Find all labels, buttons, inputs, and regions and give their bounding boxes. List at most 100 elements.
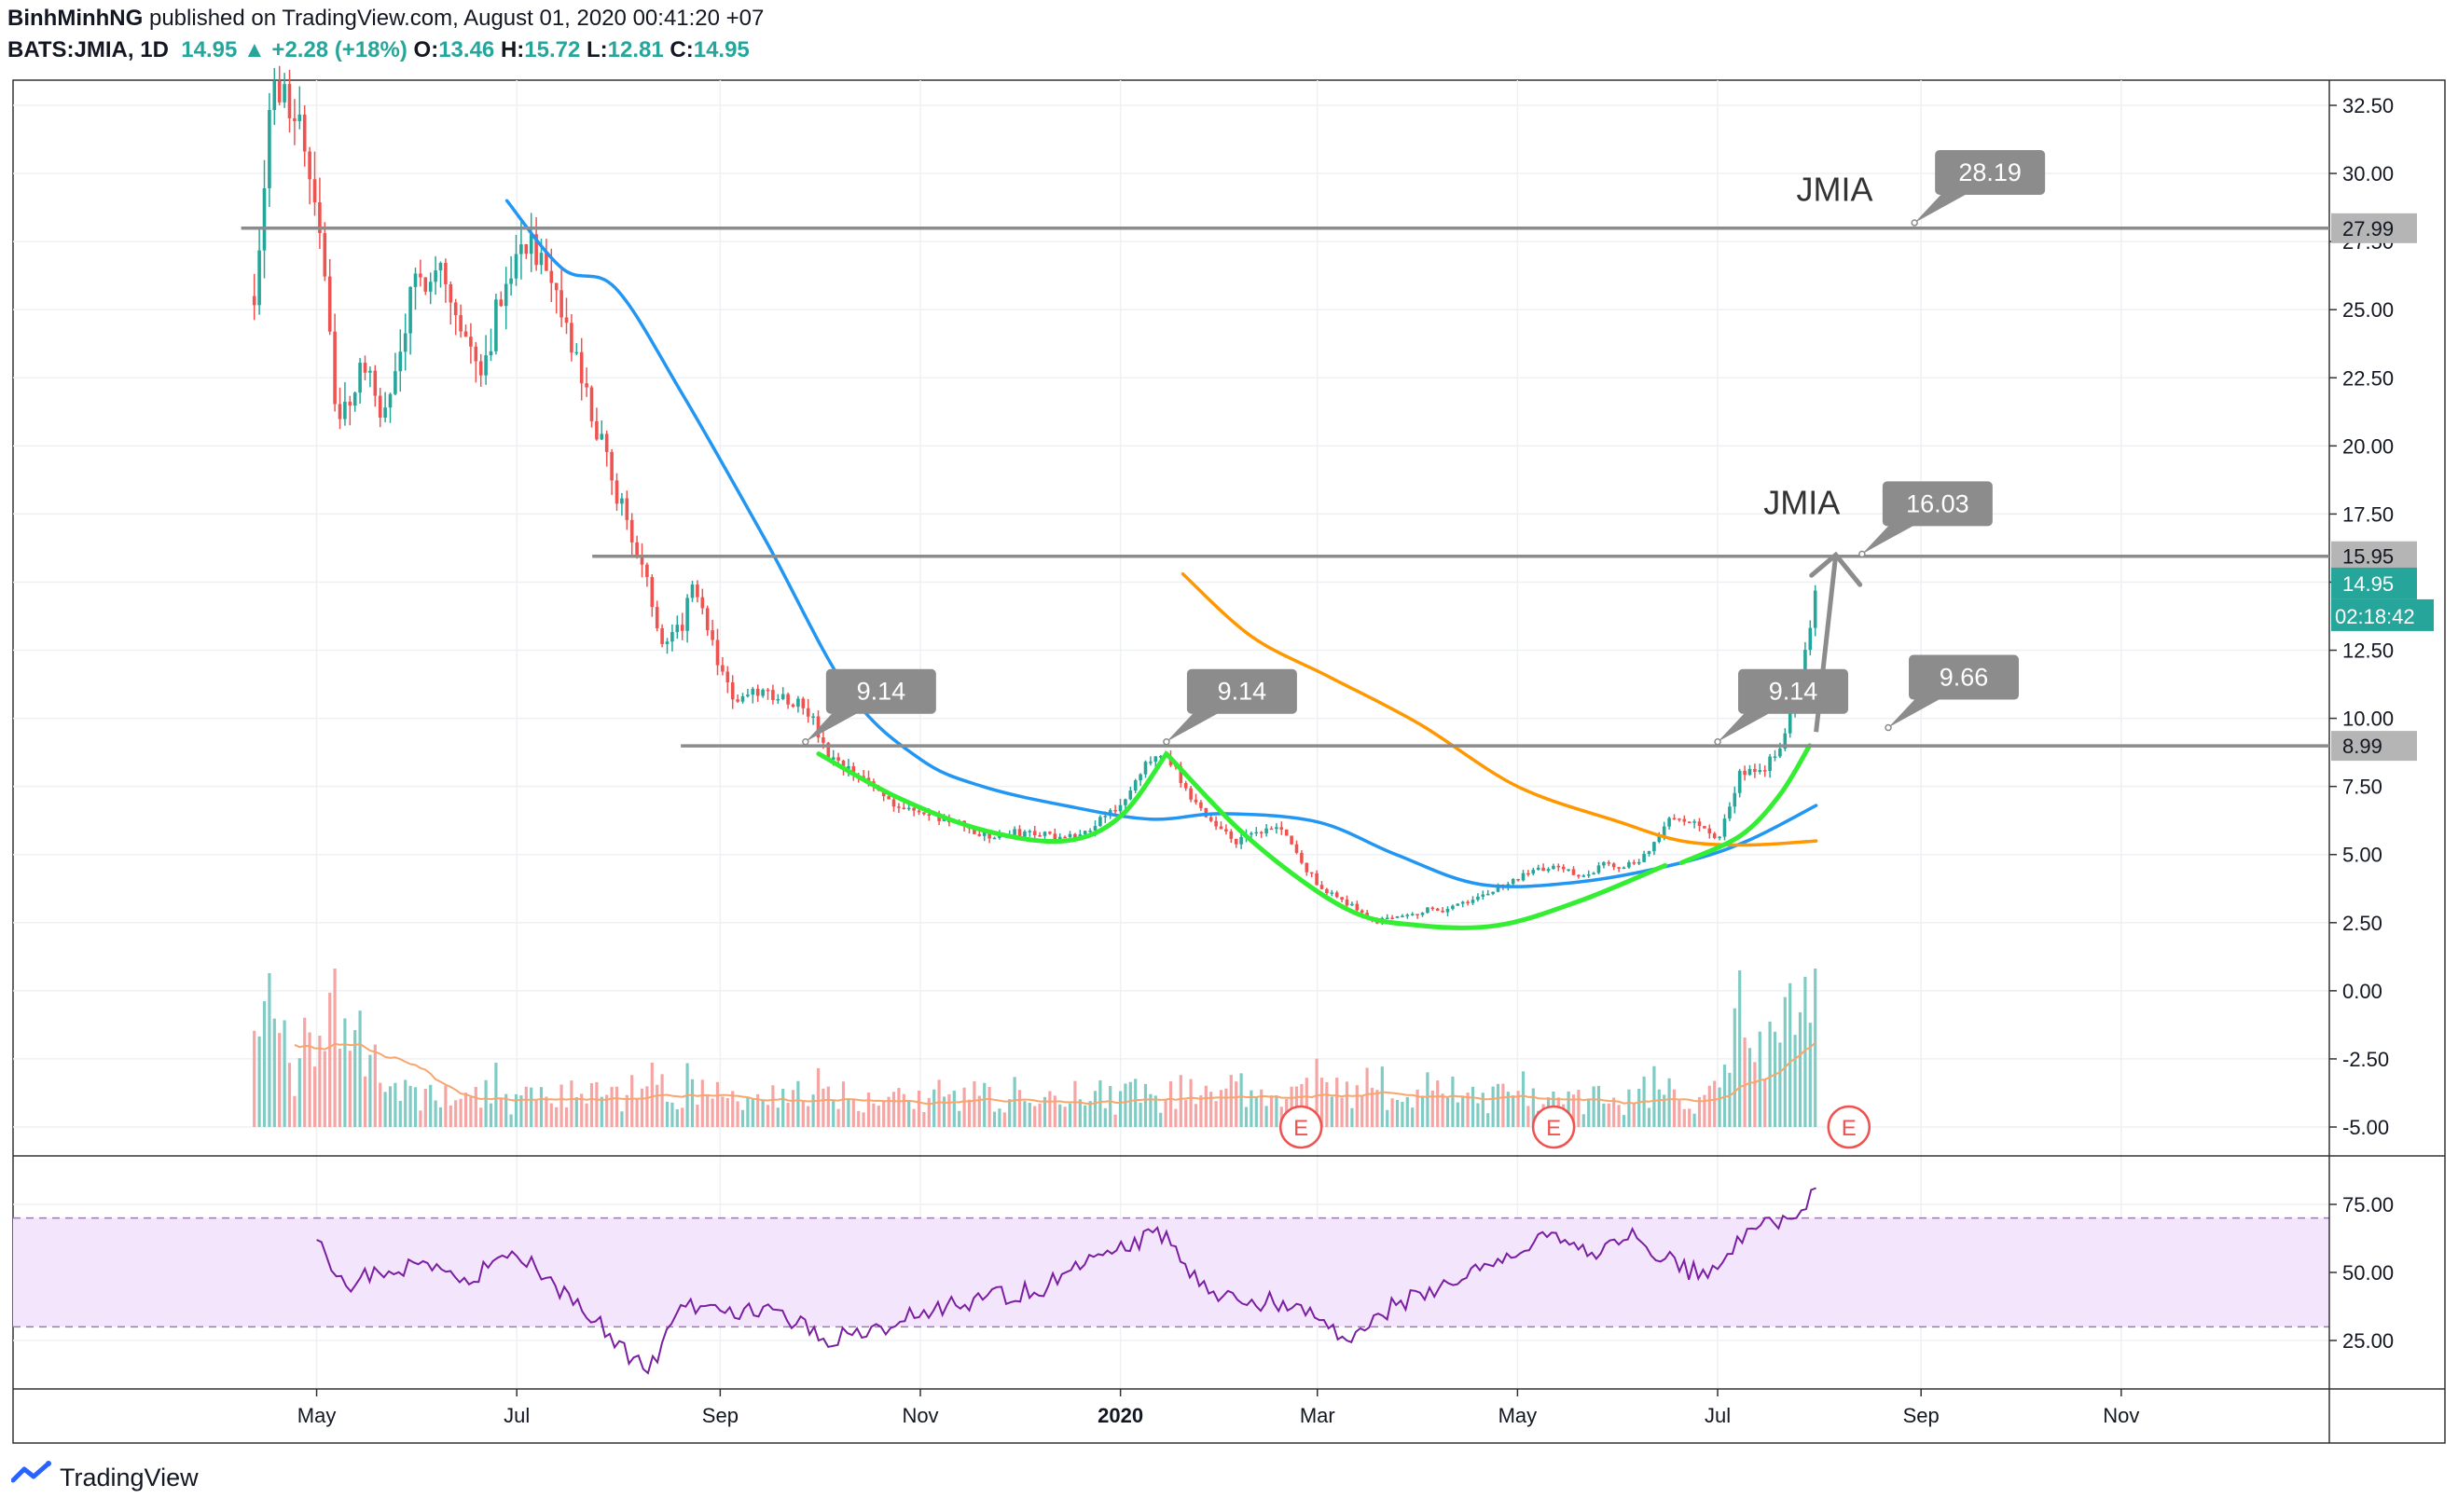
candle-body [1224,829,1228,832]
date-tick-label: Nov [2103,1404,2139,1427]
volume-bar [977,1095,981,1127]
volume-bar [514,1093,518,1127]
volume-bar [1395,1099,1400,1127]
candle-body [363,363,367,373]
volume-bar [736,1101,739,1127]
volume-bar [645,1086,649,1127]
candle-body [1143,762,1148,775]
volume-bar [740,1109,745,1127]
cup-pattern-curve [1678,743,1813,865]
candle-body [1722,818,1727,837]
volume-bar [1672,1089,1677,1127]
volume-bar [454,1100,458,1127]
volume-bar [1134,1079,1138,1127]
last-price-label: 14.95 [2342,572,2394,596]
volume-bar [807,1106,810,1127]
earnings-marker[interactable]: E [1827,1105,1871,1149]
volume-bar [711,1098,714,1127]
volume-bar [1048,1091,1052,1127]
volume-bar [610,1086,614,1127]
candle-body [1118,804,1123,812]
candle-body [1476,896,1480,900]
earnings-marker[interactable]: E [1531,1105,1576,1149]
volume-bar [1143,1083,1148,1127]
candle-body [700,597,705,609]
candle-body [902,807,906,809]
candle-body [277,81,282,103]
price-tick-label: 32.50 [2342,94,2394,117]
price-callout[interactable]: 9.14 [802,668,936,746]
volume-bar [1682,1108,1686,1127]
candle-body [514,254,518,279]
volume-bar [1415,1089,1419,1127]
volume-bar [534,1100,538,1127]
volume-bar [811,1094,815,1127]
cup-pattern-curve [1164,751,1668,930]
volume-bar [1451,1076,1455,1127]
candle-body [1083,831,1087,835]
volume-bar [1335,1078,1339,1127]
candle-body [1430,907,1435,910]
candle-body [1526,873,1530,875]
volume-bar [1350,1107,1354,1127]
price-callout[interactable]: 28.19 [1911,149,2046,227]
candle-body [368,370,372,373]
candle-body [1516,878,1520,881]
volume-bar [293,1095,297,1127]
candle-body [1269,828,1274,831]
candle-body [1300,852,1304,863]
candle-body [927,814,932,816]
volume-bar [1360,1095,1364,1127]
price-callout[interactable]: 16.03 [1858,481,1993,558]
level-price-label: 15.95 [2342,545,2394,569]
callout-box [1186,668,1297,714]
volume-bar [816,1067,821,1127]
price-tick-label: -5.00 [2342,1116,2389,1139]
low-label: L: [587,37,608,62]
candle-body [378,395,382,418]
candle-body [539,253,544,266]
candle-body [1355,903,1360,911]
volume-bar [1718,1087,1721,1127]
candle-body [1124,799,1127,805]
candle-body [1319,885,1324,889]
earnings-marker[interactable]: E [1278,1105,1323,1149]
volume-bar [358,1010,362,1127]
target-arrow[interactable] [1814,554,1839,733]
volume-bar [907,1100,911,1127]
volume-bar [323,1051,326,1127]
volume-bar [882,1100,886,1127]
candle-body [670,632,674,642]
close-label: C: [670,37,694,62]
earnings-label: E [1546,1116,1561,1141]
candle-body [1662,826,1666,836]
volume-bar [1411,1107,1415,1127]
volume-bar [1521,1071,1526,1127]
candle-body [1229,832,1234,839]
author[interactable]: BinhMinhNG [7,6,144,31]
candle-body [504,283,508,307]
volume-bar [408,1085,412,1127]
candle-body [1023,832,1027,837]
volume-bar [1430,1090,1434,1127]
volume-bar [1747,1048,1752,1127]
candle-body [1183,783,1188,789]
volume-bar [766,1105,770,1127]
volume-bar [1214,1101,1218,1127]
candle-body [1577,874,1581,877]
volume-bar [1279,1107,1283,1127]
candle-body [1017,829,1022,837]
volume-bar [640,1088,644,1127]
candle-body [1813,590,1817,628]
volume-bar [287,1063,292,1127]
callout-pointer [1861,524,1916,555]
symbol[interactable]: BATS:JMIA, 1D [7,37,169,62]
candle-body [620,498,624,504]
price-callout[interactable]: 9.66 [1885,654,2020,732]
candle-body [287,84,292,118]
price-callout[interactable]: 9.14 [1163,668,1297,746]
tradingview-brand[interactable]: TradingView [60,1464,199,1491]
candle-body [348,401,352,406]
callout-label: 16.03 [1906,489,1969,517]
